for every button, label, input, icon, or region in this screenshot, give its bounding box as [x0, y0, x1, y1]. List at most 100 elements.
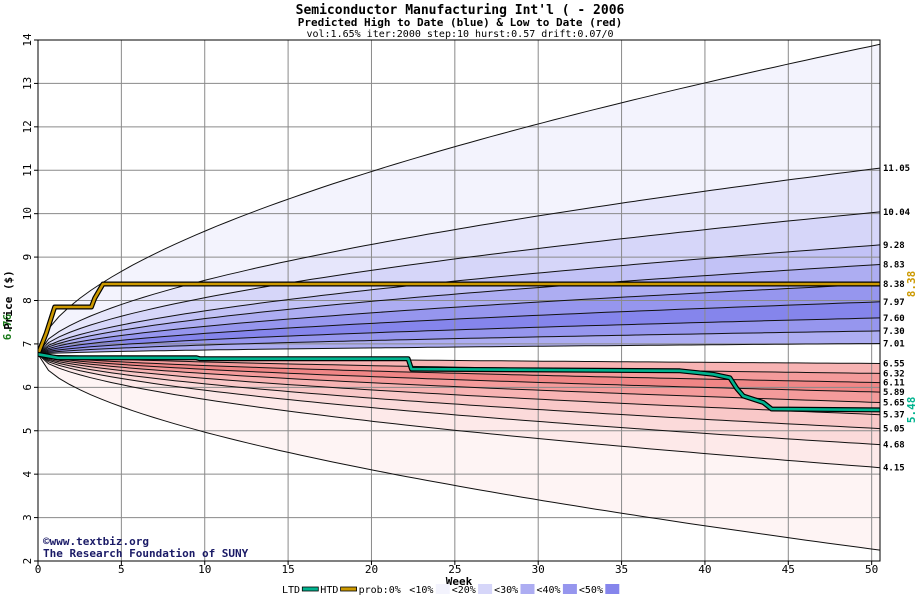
low-quantile-line-4: [38, 353, 880, 403]
series-lines: [38, 281, 880, 413]
low-quantile-label-4: 5.65: [883, 399, 905, 409]
x-tick-label-2: 10: [198, 563, 211, 576]
x-tick-label-1: 5: [118, 563, 125, 576]
watermark-line-2: The Research Foundation of SUNY: [43, 547, 249, 560]
legend-label-1: HTD: [320, 585, 338, 596]
legend-swatch-5: [520, 584, 535, 594]
quantile-labels: 11.0510.049.288.838.387.977.607.307.016.…: [883, 164, 918, 474]
high-quantile-label-1: 11.05: [883, 164, 910, 174]
chart-params: vol:1.65% iter:2000 step:10 hurst:0.57 d…: [306, 29, 613, 40]
legend-swatch-4: [478, 584, 493, 594]
high-quantile-label-5: 8.38: [883, 280, 905, 290]
low-quantile-line-7: [38, 353, 880, 446]
x-tick-label-7: 35: [615, 563, 628, 576]
legend-label-2: prob:0%: [359, 585, 401, 596]
low-band-5: [38, 354, 880, 429]
high-band-4: [38, 264, 880, 355]
high-quantile-line-4: [38, 264, 880, 355]
legend-swatch-1: [340, 586, 358, 592]
ltd-end-label: 5.48: [905, 397, 918, 424]
high-quantile-line-8: [38, 330, 880, 355]
legend-swatch-0: [301, 586, 319, 592]
high-quantile-line-6: [38, 301, 880, 355]
high-band-3: [38, 244, 880, 355]
legend-swatch-3: [435, 584, 450, 594]
high-quantile-label-2: 10.04: [883, 208, 911, 218]
high-band-1: [38, 168, 880, 355]
legend-swatch-7: [605, 584, 620, 594]
y-tick-label-11: 13: [21, 77, 34, 90]
low-band-2: [38, 354, 880, 393]
x-tick-label-10: 50: [865, 563, 878, 576]
legend-label-5: <30%: [494, 585, 518, 596]
htd-line: [38, 282, 880, 355]
x-tick-label-3: 15: [281, 563, 294, 576]
x-tick-label-5: 25: [448, 563, 461, 576]
chart-legend: LTD HTD prob:0% <10% <20% <30% <40% <50%: [282, 584, 620, 596]
y-tick-label-6: 8: [21, 297, 34, 304]
low-band-8: [38, 354, 880, 551]
low-quantile-label-0: 6.55: [883, 359, 905, 369]
high-quantile-line-7: [38, 317, 880, 355]
probability-bands: [38, 44, 880, 551]
high-band-5: [38, 284, 880, 355]
high-band-8: [38, 330, 880, 355]
x-tick-label-0: 0: [35, 563, 42, 576]
y-tick-label-5: 7: [21, 341, 34, 348]
x-tick-label-6: 30: [532, 563, 545, 576]
low-quantile-label-2: 6.11: [883, 379, 905, 389]
high-quantile-line-0: [38, 43, 880, 355]
start-price-label: 6.76: [1, 313, 14, 340]
low-quantile-label-5: 5.37: [883, 411, 905, 421]
y-tick-label-7: 9: [21, 254, 34, 261]
legend-label-6: <40%: [537, 585, 561, 596]
low-quantile-label-8: 4.15: [883, 464, 905, 474]
low-band-7: [38, 354, 880, 468]
y-tick-label-2: 4: [21, 470, 34, 477]
high-band-0: [38, 44, 880, 355]
high-band-7: [38, 317, 880, 355]
y-tick-label-1: 3: [21, 514, 34, 521]
legend-label-7: <50%: [579, 585, 603, 596]
low-quantile-label-1: 6.32: [883, 369, 905, 379]
high-quantile-label-6: 7.97: [883, 298, 905, 308]
low-quantile-label-6: 5.05: [883, 425, 905, 435]
high-band-2: [38, 211, 880, 355]
low-quantile-line-2: [38, 353, 880, 384]
high-quantile-label-8: 7.30: [883, 327, 905, 337]
y-tick-label-4: 6: [21, 384, 34, 391]
high-quantile-label-3: 9.28: [883, 241, 905, 251]
watermark-line-1: ©www.textbiz.org: [43, 535, 149, 548]
legend-label-4: <20%: [452, 585, 476, 596]
high-quantile-line-2: [38, 211, 880, 355]
y-tick-label-8: 10: [21, 207, 34, 220]
chart-subtitle: Predicted High to Date (blue) & Low to D…: [298, 16, 623, 29]
low-quantile-line-8: [38, 353, 880, 469]
x-tick-label-4: 20: [365, 563, 378, 576]
quantile-lines: [38, 43, 880, 551]
x-tick-label-9: 45: [782, 563, 795, 576]
high-quantile-line-9: [38, 343, 880, 355]
x-axis-label: Week: [446, 575, 473, 588]
low-quantile-label-3: 5.89: [883, 388, 905, 398]
chart-title: Semiconductor Manufacturing Int'l ( - 20…: [296, 3, 625, 18]
legend-label-0: LTD: [282, 585, 300, 596]
y-tick-label-3: 5: [21, 427, 34, 434]
low-quantile-label-7: 4.68: [883, 441, 905, 451]
high-quantile-label-9: 7.01: [883, 339, 905, 349]
y-tick-label-10: 12: [21, 120, 34, 133]
ltd-line: [38, 353, 880, 412]
y-tick-label-9: 11: [21, 164, 34, 177]
high-quantile-line-5: [38, 283, 880, 355]
high-quantile-label-4: 8.83: [883, 260, 905, 270]
y-tick-label-12: 14: [21, 33, 34, 47]
htd-end-label: 8.38: [905, 271, 918, 298]
legend-swatch-6: [562, 584, 577, 594]
legend-label-3: <10%: [409, 585, 433, 596]
high-quantile-label-7: 7.60: [883, 314, 905, 324]
low-quantile-line-5: [38, 353, 880, 416]
high-quantile-line-3: [38, 244, 880, 355]
high-band-6: [38, 301, 880, 355]
